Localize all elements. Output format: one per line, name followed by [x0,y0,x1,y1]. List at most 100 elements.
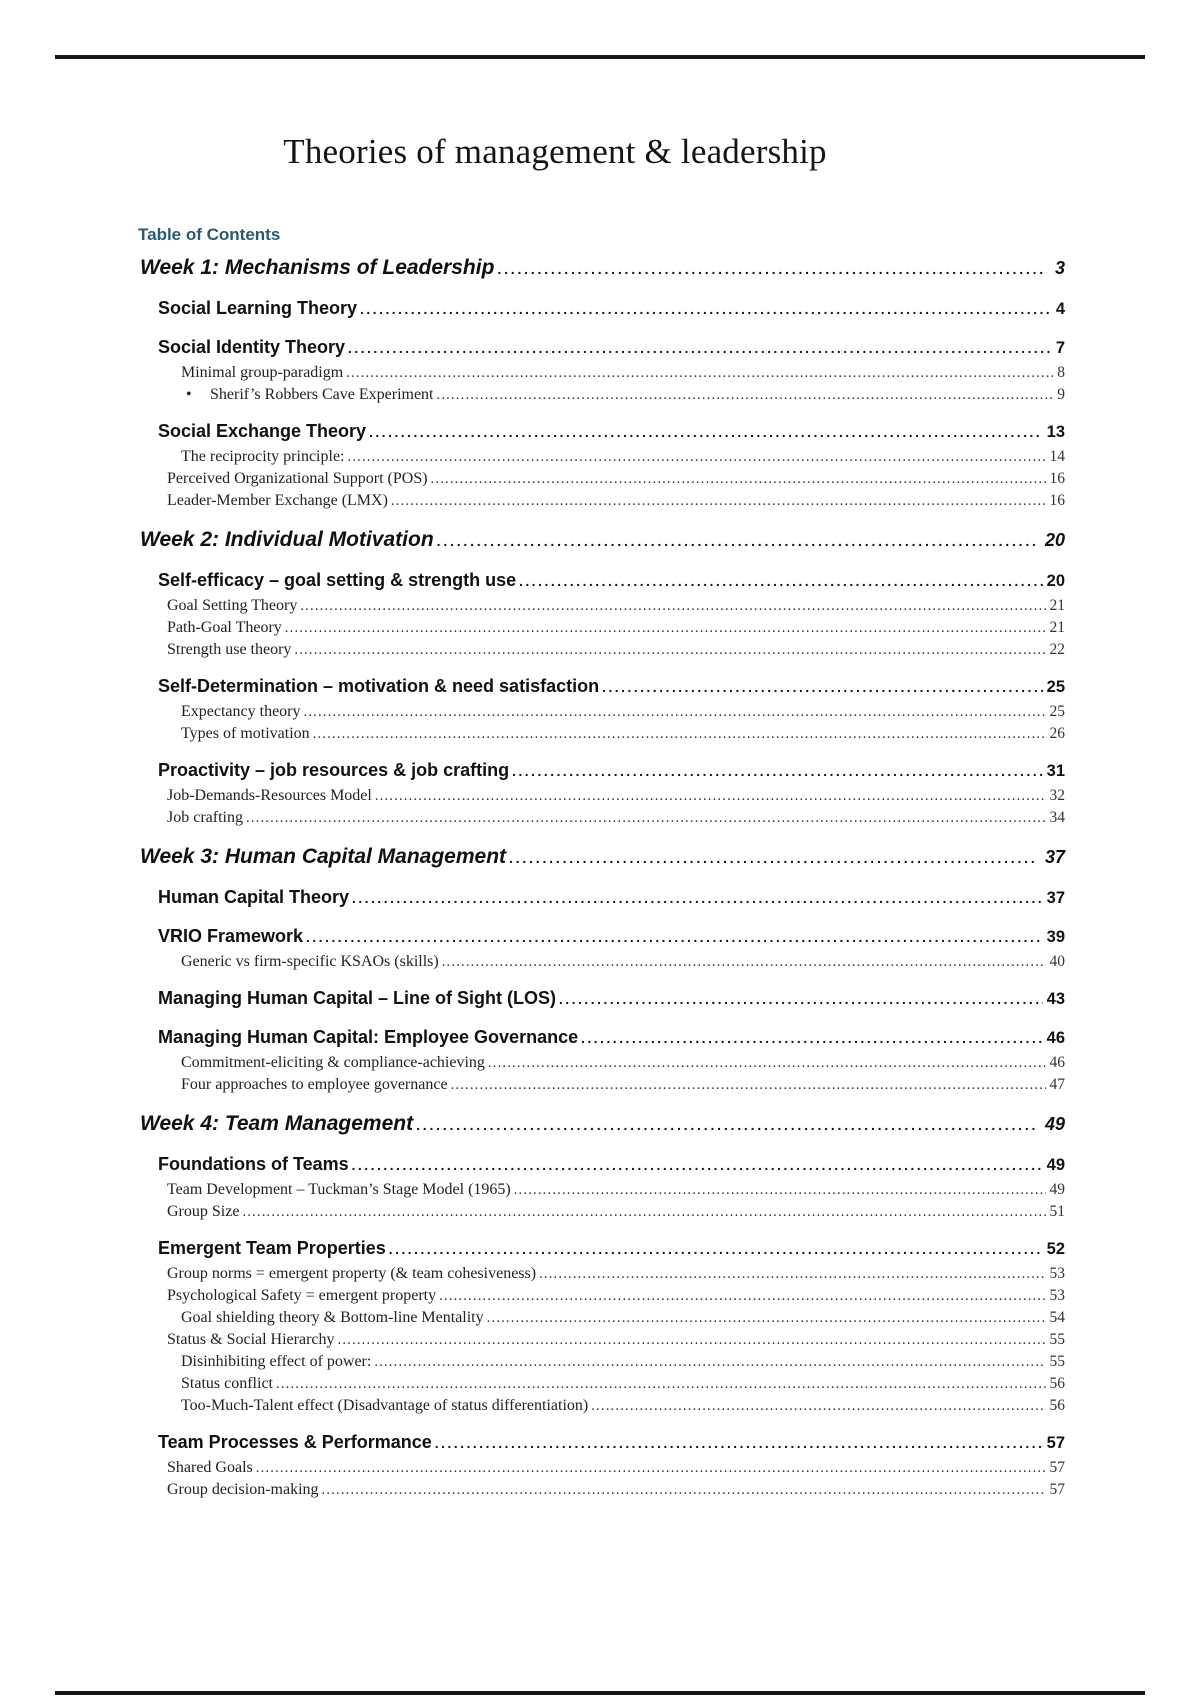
toc-entry-page: 55 [1049,1331,1066,1348]
toc-entry[interactable]: Commitment-eliciting & compliance-achiev… [140,1052,1065,1074]
toc-entry[interactable]: The reciprocity principle: 14 [140,446,1065,468]
toc-entry-label: Goal shielding theory & Bottom-line Ment… [181,1309,484,1326]
toc-entry-label: Week 3: Human Capital Management [140,845,507,868]
dot-leader [294,639,1045,661]
toc-entry-page: 56 [1049,1375,1066,1392]
toc-entry[interactable]: Group Size 51 [140,1201,1065,1223]
toc-entry-page: 21 [1049,619,1066,636]
toc-entry-page: 55 [1049,1353,1066,1370]
dot-leader [559,986,1043,1012]
toc-entry-label: Too-Much-Talent effect (Disadvantage of … [181,1397,589,1414]
dot-leader [431,468,1046,490]
toc-entry-label: Week 2: Individual Motivation [140,528,434,551]
toc-entry-label: Self-efficacy – goal setting & strength … [158,570,517,590]
toc-entry[interactable]: Week 1: Mechanisms of Leadership 3 [140,254,1065,283]
toc-entry[interactable]: Disinhibiting effect of power: 55 [140,1351,1065,1373]
dot-leader [439,1285,1045,1307]
toc-entry[interactable]: Status conflict 56 [140,1373,1065,1395]
toc-entry-label: Group Size [167,1203,240,1220]
dot-leader [497,254,1047,283]
toc-entry-label: Group decision-making [167,1481,319,1498]
toc-entry-page: 57 [1049,1459,1066,1476]
bottom-rule [55,1691,1145,1695]
toc-entry[interactable]: Perceived Organizational Support (POS) 16 [140,468,1065,490]
dot-leader [581,1025,1043,1051]
toc-entry[interactable]: Week 3: Human Capital Management 37 [140,843,1065,872]
toc-entry[interactable]: Team Development – Tuckman’s Stage Model… [140,1179,1065,1201]
dot-leader [514,1179,1046,1201]
dot-leader [374,1351,1045,1373]
toc-entry[interactable]: Social Exchange Theory 13 [140,419,1065,445]
toc-entry-page: 21 [1049,597,1066,614]
toc-entry[interactable]: Four approaches to employee governance 47 [140,1074,1065,1096]
toc-entry[interactable]: Proactivity – job resources & job crafti… [140,758,1065,784]
dot-leader [488,1052,1046,1074]
toc-entry[interactable]: Human Capital Theory 37 [140,885,1065,911]
toc-entry[interactable]: Job crafting 34 [140,807,1065,829]
dot-leader [369,419,1043,445]
toc-entry-page: 25 [1049,703,1066,720]
toc-entry-label: Human Capital Theory [158,887,350,907]
dot-leader [487,1307,1046,1329]
toc-entry[interactable]: Status & Social Hierarchy 55 [140,1329,1065,1351]
toc-entry[interactable]: Social Identity Theory 7 [140,335,1065,361]
toc-entry-label: Expectancy theory [181,703,301,720]
dot-leader [306,924,1043,950]
toc-entry-page: 57 [1049,1481,1066,1498]
toc-entry-label: Managing Human Capital: Employee Governa… [158,1027,579,1047]
dot-leader [437,384,1054,406]
toc-entry-label: Path-Goal Theory [167,619,282,636]
toc-entry-label: Types of motivation [181,725,310,742]
toc-entry[interactable]: Group decision-making 57 [140,1479,1065,1501]
dot-leader [539,1263,1045,1285]
dot-leader [347,446,1045,468]
toc-entry[interactable]: Managing Human Capital: Employee Governa… [140,1025,1065,1051]
dot-leader [313,723,1046,745]
dot-leader [242,1201,1045,1223]
toc-entry-page: 54 [1049,1309,1066,1326]
toc-entry-page: 40 [1049,953,1066,970]
toc-entry[interactable]: Foundations of Teams 49 [140,1152,1065,1178]
dot-leader [246,807,1046,829]
toc-entry[interactable]: Expectancy theory 25 [140,701,1065,723]
dot-leader [437,526,1037,555]
toc-entry-page: 39 [1046,928,1065,946]
toc-entry-label: Self-Determination – motivation & need s… [158,676,600,696]
toc-entry[interactable]: Shared Goals 57 [140,1457,1065,1479]
toc-entry-page: 53 [1049,1265,1066,1282]
dot-leader [348,335,1052,361]
toc-entry[interactable]: Too-Much-Talent effect (Disadvantage of … [140,1395,1065,1417]
toc-entry[interactable]: Psychological Safety = emergent property… [140,1285,1065,1307]
toc-entry[interactable]: Goal shielding theory & Bottom-line Ment… [140,1307,1065,1329]
toc-entry[interactable]: Week 2: Individual Motivation 20 [140,526,1065,555]
toc-entry[interactable]: VRIO Framework 39 [140,924,1065,950]
dot-leader [256,1457,1046,1479]
toc-entry[interactable]: Minimal group-paradigm 8 [140,362,1065,384]
dot-leader [512,758,1043,784]
dot-leader [442,951,1046,973]
toc-entry[interactable]: • Sherif’s Robbers Cave Experiment 9 [140,384,1065,406]
toc-entry[interactable]: Path-Goal Theory 21 [140,617,1065,639]
toc-entry-page: 49 [1046,1156,1065,1174]
toc-entry[interactable]: Self-efficacy – goal setting & strength … [140,568,1065,594]
toc-entry[interactable]: Generic vs firm-specific KSAOs (skills) 4… [140,951,1065,973]
toc-entry-page: 8 [1057,364,1065,381]
toc-entry-label: Status conflict [181,1375,273,1392]
toc-entry-label: Foundations of Teams [158,1154,349,1174]
toc-entry[interactable]: Group norms = emergent property (& team … [140,1263,1065,1285]
toc-entry[interactable]: Managing Human Capital – Line of Sight (… [140,986,1065,1012]
toc-entry[interactable]: Week 4: Team Management 49 [140,1110,1065,1139]
toc-entry-label: Perceived Organizational Support (POS) [167,470,428,487]
dot-leader [509,843,1037,872]
toc-entry[interactable]: Goal Setting Theory 21 [140,595,1065,617]
toc-entry-page: 52 [1046,1240,1065,1258]
toc-entry[interactable]: Team Processes & Performance 57 [140,1430,1065,1456]
page-title: Theories of management & leadership [283,132,827,171]
toc-entry[interactable]: Job-Demands-Resources Model 32 [140,785,1065,807]
toc-entry[interactable]: Social Learning Theory 4 [140,296,1065,322]
toc-entry[interactable]: Leader-Member Exchange (LMX) 16 [140,490,1065,512]
toc-entry[interactable]: Strength use theory 22 [140,639,1065,661]
toc-entry[interactable]: Emergent Team Properties 52 [140,1236,1065,1262]
toc-entry[interactable]: Self-Determination – motivation & need s… [140,674,1065,700]
toc-entry[interactable]: Types of motivation 26 [140,723,1065,745]
